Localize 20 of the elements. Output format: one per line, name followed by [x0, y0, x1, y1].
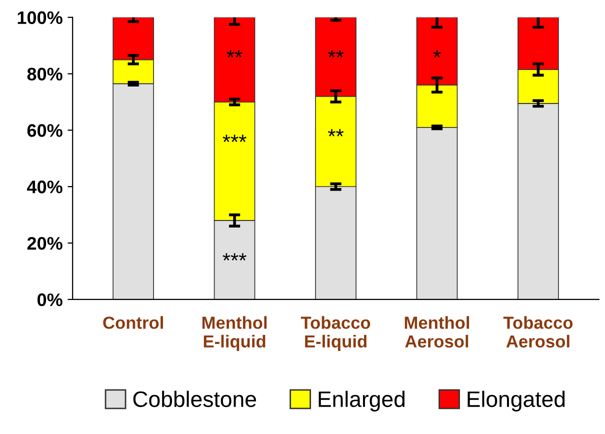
x-tick-label: Control — [103, 316, 163, 329]
annotation: *** — [222, 253, 246, 261]
y-tick-label: 80% — [27, 68, 62, 80]
annotation: ** — [328, 50, 344, 58]
legend-label: Cobblestone — [133, 390, 256, 408]
annotation: *** — [222, 134, 246, 142]
x-tick-label: Tobacco Aerosol — [503, 316, 573, 348]
y-tick-label: 60% — [27, 124, 62, 137]
y-tick-label: 20% — [27, 236, 62, 250]
x-tick-label: Menthol E-liquid — [202, 316, 267, 352]
y-tick-label: 40% — [27, 180, 62, 194]
annotation: ** — [328, 129, 344, 136]
x-tick-label: Tobacco E-liquid — [300, 316, 370, 352]
annotation: * — [433, 50, 441, 58]
y-tick-label: 100% — [18, 11, 62, 24]
y-tick-label: 0% — [37, 293, 62, 306]
legend-label: Elongated — [468, 390, 565, 412]
legend-label: Enlarged — [318, 390, 405, 412]
x-tick-label: Menthol Aerosol — [404, 316, 470, 348]
annotation: ** — [226, 50, 242, 58]
